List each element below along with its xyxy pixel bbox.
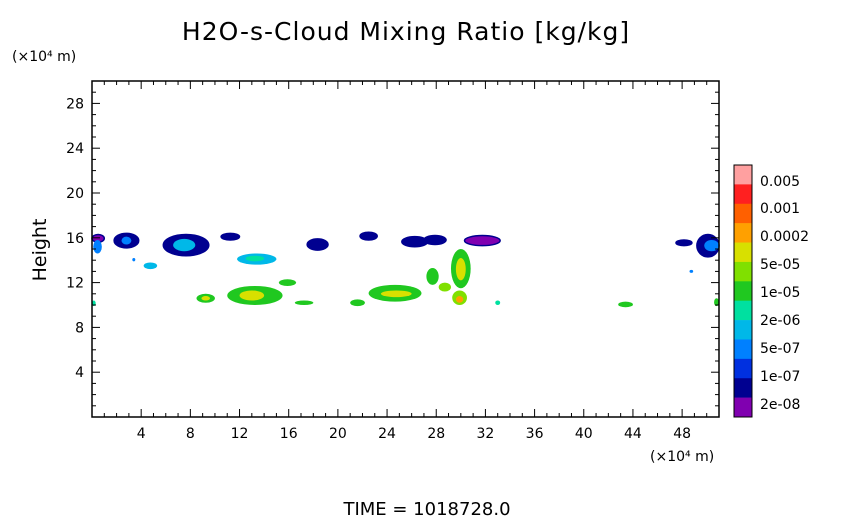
x-tick-label: 36 xyxy=(526,426,544,442)
time-footer: TIME = 1018728.0 xyxy=(342,499,510,519)
colorbar-label: 0.001 xyxy=(760,201,800,217)
colorbar-swatch xyxy=(734,358,752,379)
y-tick-label: 28 xyxy=(66,96,84,112)
cloud-region xyxy=(350,299,365,307)
cloud-region xyxy=(132,257,136,262)
cloud-region xyxy=(306,238,329,251)
colorbar-swatch xyxy=(734,203,752,224)
colorbar-label: 0.0002 xyxy=(760,229,809,245)
colorbar-swatch xyxy=(734,261,752,282)
cloud-region xyxy=(278,279,297,286)
x-axis-unit: (×10⁴ m) xyxy=(650,449,714,465)
colorbar-label: 0.005 xyxy=(760,174,800,190)
colorbar-label: 5e-07 xyxy=(760,341,800,357)
y-tick-label: 12 xyxy=(66,276,84,292)
cloud-region xyxy=(675,239,693,247)
x-tick-label: 16 xyxy=(280,426,298,442)
cloud-field xyxy=(91,231,720,308)
cloud-region xyxy=(239,290,265,301)
y-tick-label: 24 xyxy=(66,141,84,157)
x-tick-label: 8 xyxy=(186,426,195,442)
y-axis-label: Height xyxy=(29,219,51,282)
cloud-region xyxy=(714,298,720,307)
colorbar-swatch xyxy=(734,378,752,398)
cloud-region xyxy=(121,236,132,245)
colorbar-label: 2e-08 xyxy=(760,397,800,413)
y-axis-unit: (×10⁴ m) xyxy=(12,49,76,65)
cloud-region xyxy=(426,268,439,285)
colorbar-swatch xyxy=(734,320,752,340)
y-tick-label: 4 xyxy=(75,365,84,381)
colorbar-swatch xyxy=(734,300,752,321)
colorbar-swatch xyxy=(734,281,752,301)
colorbar-frame xyxy=(733,164,753,418)
cloud-region xyxy=(294,300,314,306)
colorbar-swatch xyxy=(734,184,752,205)
chart-title: H2O-s-Cloud Mixing Ratio [kg/kg] xyxy=(182,17,630,46)
cloud-region xyxy=(455,257,466,281)
cloud-region xyxy=(495,300,501,306)
colorbar-swatch xyxy=(734,339,752,360)
colorbar-swatch xyxy=(734,223,752,243)
y-axis: 4 8 12 16 20 24 28 xyxy=(66,91,719,407)
cloud-region xyxy=(220,232,241,241)
cloud-region xyxy=(704,240,719,252)
colorbar-label: 2e-06 xyxy=(760,313,800,329)
x-tick-label: 20 xyxy=(329,426,347,442)
cloud-region xyxy=(93,240,102,254)
cloud-region xyxy=(173,238,196,252)
cloud-region xyxy=(423,234,447,246)
cloud-region xyxy=(689,269,694,273)
cloud-region xyxy=(359,231,378,241)
colorbar-swatch xyxy=(734,165,752,185)
x-tick-label: 12 xyxy=(231,426,249,442)
cloud-region xyxy=(380,290,412,298)
x-axis: 4 8 12 16 20 24 28 32 36 40 44 48 xyxy=(103,81,708,442)
cloud-region xyxy=(201,296,211,301)
cloud-region xyxy=(618,301,633,308)
x-tick-label: 4 xyxy=(137,426,146,442)
cloud-region xyxy=(143,262,158,270)
y-tick-label: 16 xyxy=(66,231,84,247)
y-tick-label: 8 xyxy=(75,320,84,336)
colorbar-swatch xyxy=(734,397,752,418)
cloud-region xyxy=(438,282,451,292)
cloud-region xyxy=(245,255,265,262)
x-tick-label: 32 xyxy=(476,426,494,442)
colorbar: 0.005 0.001 0.0002 5e-05 1e-05 2e-06 5e-07 1e-0… xyxy=(733,164,809,418)
colorbar-label: 5e-05 xyxy=(760,257,800,273)
colorbar-swatch xyxy=(734,242,752,263)
x-tick-label: 44 xyxy=(624,426,642,442)
x-tick-label: 28 xyxy=(427,426,445,442)
cloud-region xyxy=(463,234,501,247)
colorbar-label: 1e-05 xyxy=(760,285,800,301)
x-tick-label: 24 xyxy=(378,426,396,442)
colorbar-label: 1e-07 xyxy=(760,369,800,385)
cloud-region xyxy=(455,296,464,303)
y-tick-label: 20 xyxy=(66,186,84,202)
x-tick-label: 40 xyxy=(575,426,593,442)
x-tick-label: 48 xyxy=(673,426,691,442)
